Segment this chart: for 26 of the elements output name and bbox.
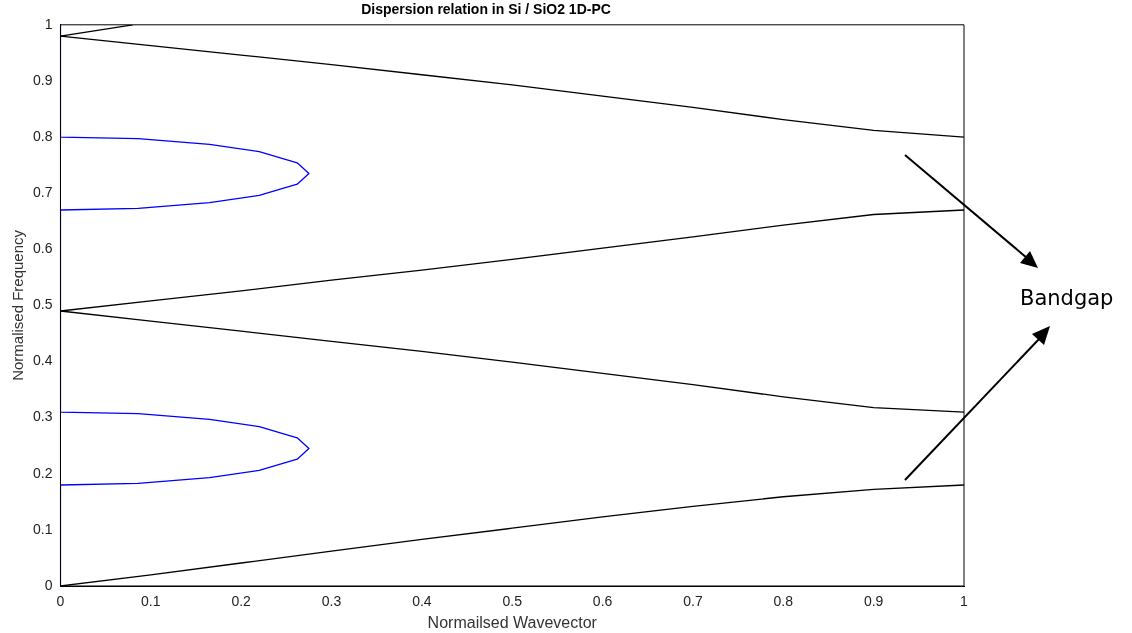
text: Bandgap bbox=[1020, 286, 1114, 310]
x-tick-label: 0.6 bbox=[592, 593, 613, 610]
y-tick-label: 0.3 bbox=[32, 408, 53, 425]
x-tick-label: 0.5 bbox=[502, 593, 523, 610]
x-tick-label: 0.4 bbox=[412, 593, 432, 610]
y-tick-label: 0.1 bbox=[32, 520, 53, 537]
y-tick-label: 0.5 bbox=[32, 296, 53, 313]
y-tick-label: 0.2 bbox=[32, 464, 53, 481]
x-tick-label: 0 bbox=[56, 593, 65, 610]
x-tick-label: 0.9 bbox=[863, 593, 884, 610]
y-tick-label: 0.9 bbox=[32, 71, 53, 88]
y-tick-label: 0.4 bbox=[32, 352, 53, 369]
y-tick-label: 0 bbox=[44, 576, 53, 593]
y-tick-label: 0.7 bbox=[32, 184, 53, 201]
x-tick-label: 0.3 bbox=[321, 593, 342, 610]
y-tick-label: 0.8 bbox=[32, 127, 53, 144]
y-tick-label: 1 bbox=[44, 15, 53, 32]
x-tick-label: 0.1 bbox=[141, 593, 161, 610]
x-tick-label: 0.7 bbox=[683, 593, 703, 610]
y-tick-label: 0.6 bbox=[32, 240, 53, 257]
x-tick-label: 0.8 bbox=[773, 593, 794, 610]
y-axis-title: Normalised Frequency bbox=[9, 229, 27, 381]
chart-title: Dispersion relation in Si / SiO2 1D-PC bbox=[361, 1, 611, 18]
x-tick-label: 1 bbox=[960, 593, 969, 610]
x-tick-label: 0.2 bbox=[231, 593, 252, 610]
x-axis-title: Normailsed Wavevector bbox=[427, 613, 598, 631]
